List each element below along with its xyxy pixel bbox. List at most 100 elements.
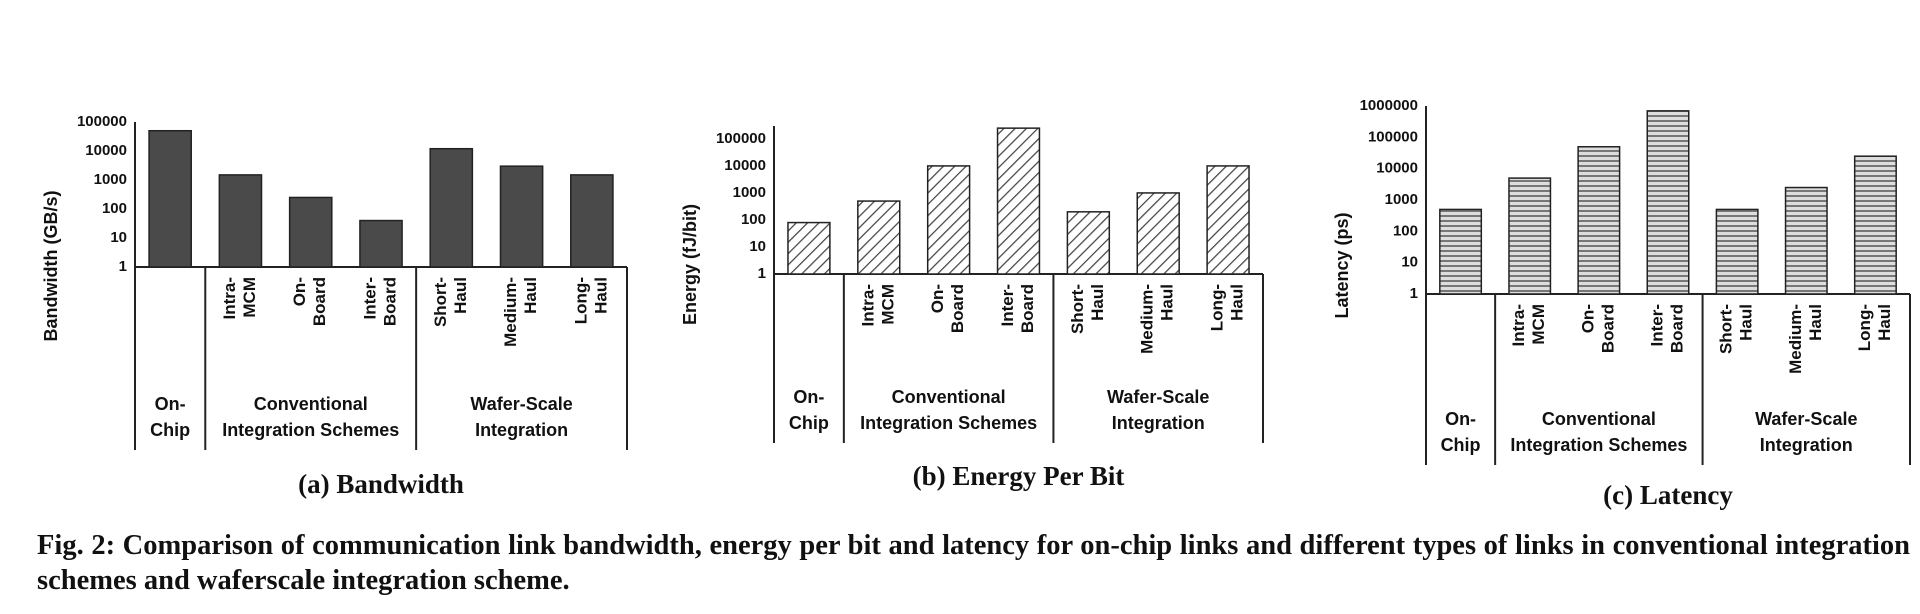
- y-tick-label: 1: [758, 265, 766, 282]
- group-label: On-: [155, 394, 186, 414]
- group-label: Conventional: [254, 394, 368, 414]
- y-tick-label: 10: [110, 229, 127, 246]
- x-tick-label: Haul: [521, 277, 540, 314]
- group-label: Integration: [475, 420, 568, 440]
- y-tick-label: 1000: [1385, 191, 1418, 208]
- x-tick-label: Board: [1598, 304, 1617, 353]
- bar: [148, 129, 192, 268]
- x-tick-label: Inter-: [998, 284, 1017, 327]
- chart-title: (a) Bandwidth: [298, 469, 464, 499]
- x-tick-label: Haul: [1875, 304, 1894, 341]
- x-tick-label: Medium-: [1138, 284, 1157, 354]
- x-tick-label: MCM: [240, 277, 259, 318]
- y-tick-label: 1: [119, 258, 127, 275]
- group-label: Integration: [1112, 413, 1205, 433]
- x-tick-label: Short-: [431, 277, 450, 327]
- bar: [926, 165, 971, 275]
- y-tick-label: 100000: [1368, 128, 1418, 145]
- bar: [218, 174, 263, 268]
- x-tick-label: Haul: [1737, 304, 1756, 341]
- group-label: On-: [1445, 409, 1476, 429]
- x-tick-label: MCM: [1529, 304, 1548, 345]
- x-tick-label: Medium-: [1786, 304, 1805, 374]
- y-axis-title: Latency (ps): [1332, 212, 1352, 318]
- chart-title: (c) Latency: [1603, 480, 1733, 510]
- y-tick-label: 1: [1410, 285, 1418, 302]
- bar: [1136, 192, 1180, 275]
- bar: [1066, 211, 1111, 275]
- y-tick-label: 100: [1393, 222, 1418, 239]
- group-label: Integration: [1760, 435, 1853, 455]
- y-tick-label: 10: [749, 238, 766, 255]
- bar: [570, 174, 614, 268]
- bar: [1508, 177, 1552, 295]
- x-tick-label: Haul: [1228, 284, 1247, 321]
- x-tick-label: On-: [290, 277, 309, 306]
- y-tick-label: 100: [102, 200, 127, 217]
- x-tick-label: Board: [310, 277, 329, 326]
- group-label: Conventional: [892, 387, 1006, 407]
- x-tick-label: Inter-: [1647, 304, 1666, 347]
- chart-title: (b) Energy Per Bit: [913, 461, 1125, 491]
- group-label: Integration Schemes: [1510, 435, 1687, 455]
- x-tick-label: Intra-: [858, 284, 877, 327]
- group-label: Conventional: [1542, 409, 1656, 429]
- group-label: Wafer-Scale: [1755, 409, 1857, 429]
- x-tick-label: Board: [1667, 304, 1686, 353]
- group-label: Wafer-Scale: [1107, 387, 1209, 407]
- y-axis-title: Energy (fJ/bit): [680, 204, 700, 325]
- bar: [1577, 146, 1621, 295]
- x-tick-label: Haul: [1088, 284, 1107, 321]
- x-tick-label: Inter-: [360, 277, 379, 320]
- x-tick-label: Short-: [1068, 284, 1087, 334]
- x-tick-label: Short-: [1717, 304, 1736, 354]
- bar: [1853, 155, 1897, 295]
- y-axis-title: Bandwidth (GB/s): [41, 191, 61, 342]
- x-tick-label: Board: [1018, 284, 1037, 333]
- group-label: Integration Schemes: [222, 420, 399, 440]
- bar: [1439, 208, 1483, 295]
- bar: [499, 165, 544, 268]
- x-tick-label: Intra-: [220, 277, 239, 320]
- group-label: Chip: [789, 413, 829, 433]
- figure-caption: Fig. 2: Comparison of communication link…: [37, 530, 1910, 596]
- x-tick-label: Long-: [1208, 284, 1227, 331]
- x-tick-label: Board: [948, 284, 967, 333]
- bar: [787, 221, 831, 275]
- bar: [1646, 110, 1690, 295]
- y-tick-label: 100: [741, 211, 766, 228]
- y-tick-label: 10000: [85, 142, 127, 159]
- y-tick-label: 100000: [77, 113, 127, 130]
- bar: [1715, 208, 1759, 295]
- x-tick-label: Long-: [571, 277, 590, 324]
- x-tick-label: Haul: [1158, 284, 1177, 321]
- y-tick-label: 10000: [724, 157, 766, 174]
- bar: [359, 219, 403, 268]
- y-tick-label: 1000: [94, 171, 127, 188]
- x-tick-label: Board: [380, 277, 399, 326]
- x-tick-label: Intra-: [1509, 304, 1528, 347]
- x-tick-label: Haul: [451, 277, 470, 314]
- group-label: Wafer-Scale: [470, 394, 572, 414]
- x-tick-label: Medium-: [501, 277, 520, 347]
- y-tick-label: 100000: [716, 130, 766, 147]
- group-label: On-: [793, 387, 824, 407]
- figure: 1 10 100 1000 10000 100000 Bandwidth (GB/s) (a)…: [41, 97, 1911, 510]
- x-tick-label: MCM: [878, 284, 897, 325]
- group-label: Chip: [150, 420, 190, 440]
- bar: [429, 147, 474, 268]
- group-label: Integration Schemes: [860, 413, 1037, 433]
- y-tick-label: 10: [1401, 254, 1418, 271]
- group-label: Chip: [1441, 435, 1481, 455]
- bar: [996, 127, 1041, 275]
- y-tick-label: 10000: [1376, 160, 1418, 177]
- x-tick-label: On-: [1578, 304, 1597, 333]
- y-tick-label: 1000000: [1360, 97, 1418, 114]
- x-tick-label: On-: [928, 284, 947, 313]
- x-tick-label: Haul: [591, 277, 610, 314]
- bar: [1784, 186, 1828, 295]
- x-tick-label: Haul: [1806, 304, 1825, 341]
- x-tick-label: Long-: [1855, 304, 1874, 351]
- bar: [288, 196, 333, 268]
